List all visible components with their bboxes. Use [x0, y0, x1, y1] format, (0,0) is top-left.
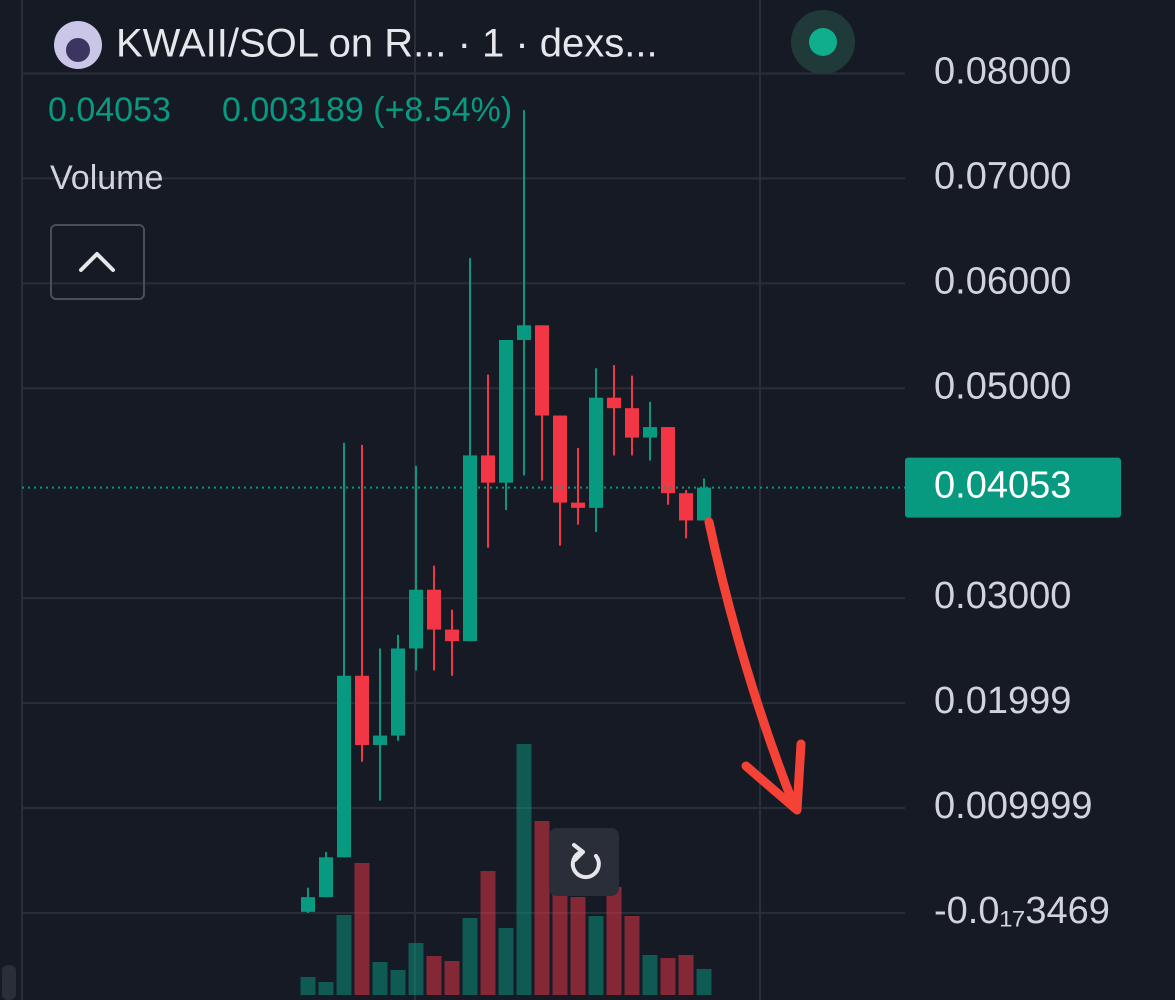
candle-body: [445, 629, 459, 642]
collapse-button[interactable]: [50, 224, 145, 300]
volume-bar: [480, 871, 496, 995]
y-tick-label: 0.06000: [934, 260, 1071, 302]
volume-bar: [444, 961, 460, 995]
candle-body: [643, 427, 657, 438]
volume-bar: [642, 955, 658, 995]
change: 0.003189 (+8.54%): [222, 91, 512, 129]
scroll-handle: [2, 965, 16, 1000]
y-tick-label: 0.009999: [934, 785, 1093, 827]
candle-body: [535, 325, 549, 416]
candle-body: [679, 493, 693, 521]
chevron-icon: [79, 252, 115, 272]
candle-body: [625, 408, 639, 438]
volume-bar: [372, 962, 388, 995]
chart-title: KWAII/SOL on R... · 1 · dexs...: [116, 22, 658, 66]
reset-icon-arrow: [572, 843, 585, 862]
volume-bar: [300, 977, 316, 995]
candle-body: [589, 397, 603, 508]
candle-body: [319, 857, 333, 898]
volume-bar: [318, 982, 334, 995]
candle-body: [373, 735, 387, 746]
y-tick-label: 0.08000: [934, 50, 1071, 92]
volume-bar: [588, 916, 604, 995]
candle-body: [481, 455, 495, 483]
volume-bar: [678, 955, 694, 995]
last-price-label: 0.04053: [934, 465, 1071, 507]
candle-body: [463, 455, 477, 642]
volume-bar: [660, 958, 676, 995]
y-tick-label: -0.0₁₇3469: [934, 890, 1110, 932]
candle-body: [661, 427, 675, 494]
volume-bar: [462, 918, 478, 995]
price: 0.04053: [48, 91, 171, 129]
y-tick-label: 0.05000: [934, 365, 1071, 407]
volume-bar: [570, 897, 586, 995]
volume-bar: [624, 916, 640, 995]
volume-bar: [390, 970, 406, 995]
y-tick-label: 0.01999: [934, 680, 1071, 722]
candle-body: [427, 589, 441, 630]
status-dot: [809, 28, 837, 56]
volume-bar: [516, 744, 532, 995]
candle-body: [391, 648, 405, 736]
avatar-face: [66, 38, 90, 62]
last-price-badge: [905, 457, 1121, 518]
candle-body: [409, 589, 423, 649]
y-tick-label: 0.03000: [934, 575, 1071, 617]
annotation-arrow-head: [741, 739, 806, 815]
volume-bar: [426, 956, 442, 995]
candle-body: [571, 502, 585, 508]
candle-body: [697, 487, 711, 521]
volume-bar: [534, 821, 550, 995]
volume-bar: [696, 969, 712, 995]
candle-body: [337, 675, 351, 858]
candle-body: [553, 415, 567, 503]
volume-bar: [498, 928, 514, 995]
volume-bar: [606, 887, 622, 995]
reset-button[interactable]: [549, 828, 619, 896]
volume-bar: [354, 863, 370, 995]
candle-body: [301, 897, 315, 912]
annotation-arrow: [704, 517, 800, 813]
candle-body: [355, 675, 369, 746]
candle-body: [517, 325, 531, 340]
volume-bar: [552, 868, 568, 995]
volume-label: Volume: [50, 159, 163, 197]
volume-bar: [408, 943, 424, 995]
volume-bar: [336, 915, 352, 995]
plot: 0.08000 0.07000 0.06000 0.05000 0.03000 0.019…: [22, 50, 1121, 995]
y-tick-label: 0.07000: [934, 155, 1071, 197]
candle-body: [607, 397, 621, 409]
candle-body: [499, 339, 513, 483]
